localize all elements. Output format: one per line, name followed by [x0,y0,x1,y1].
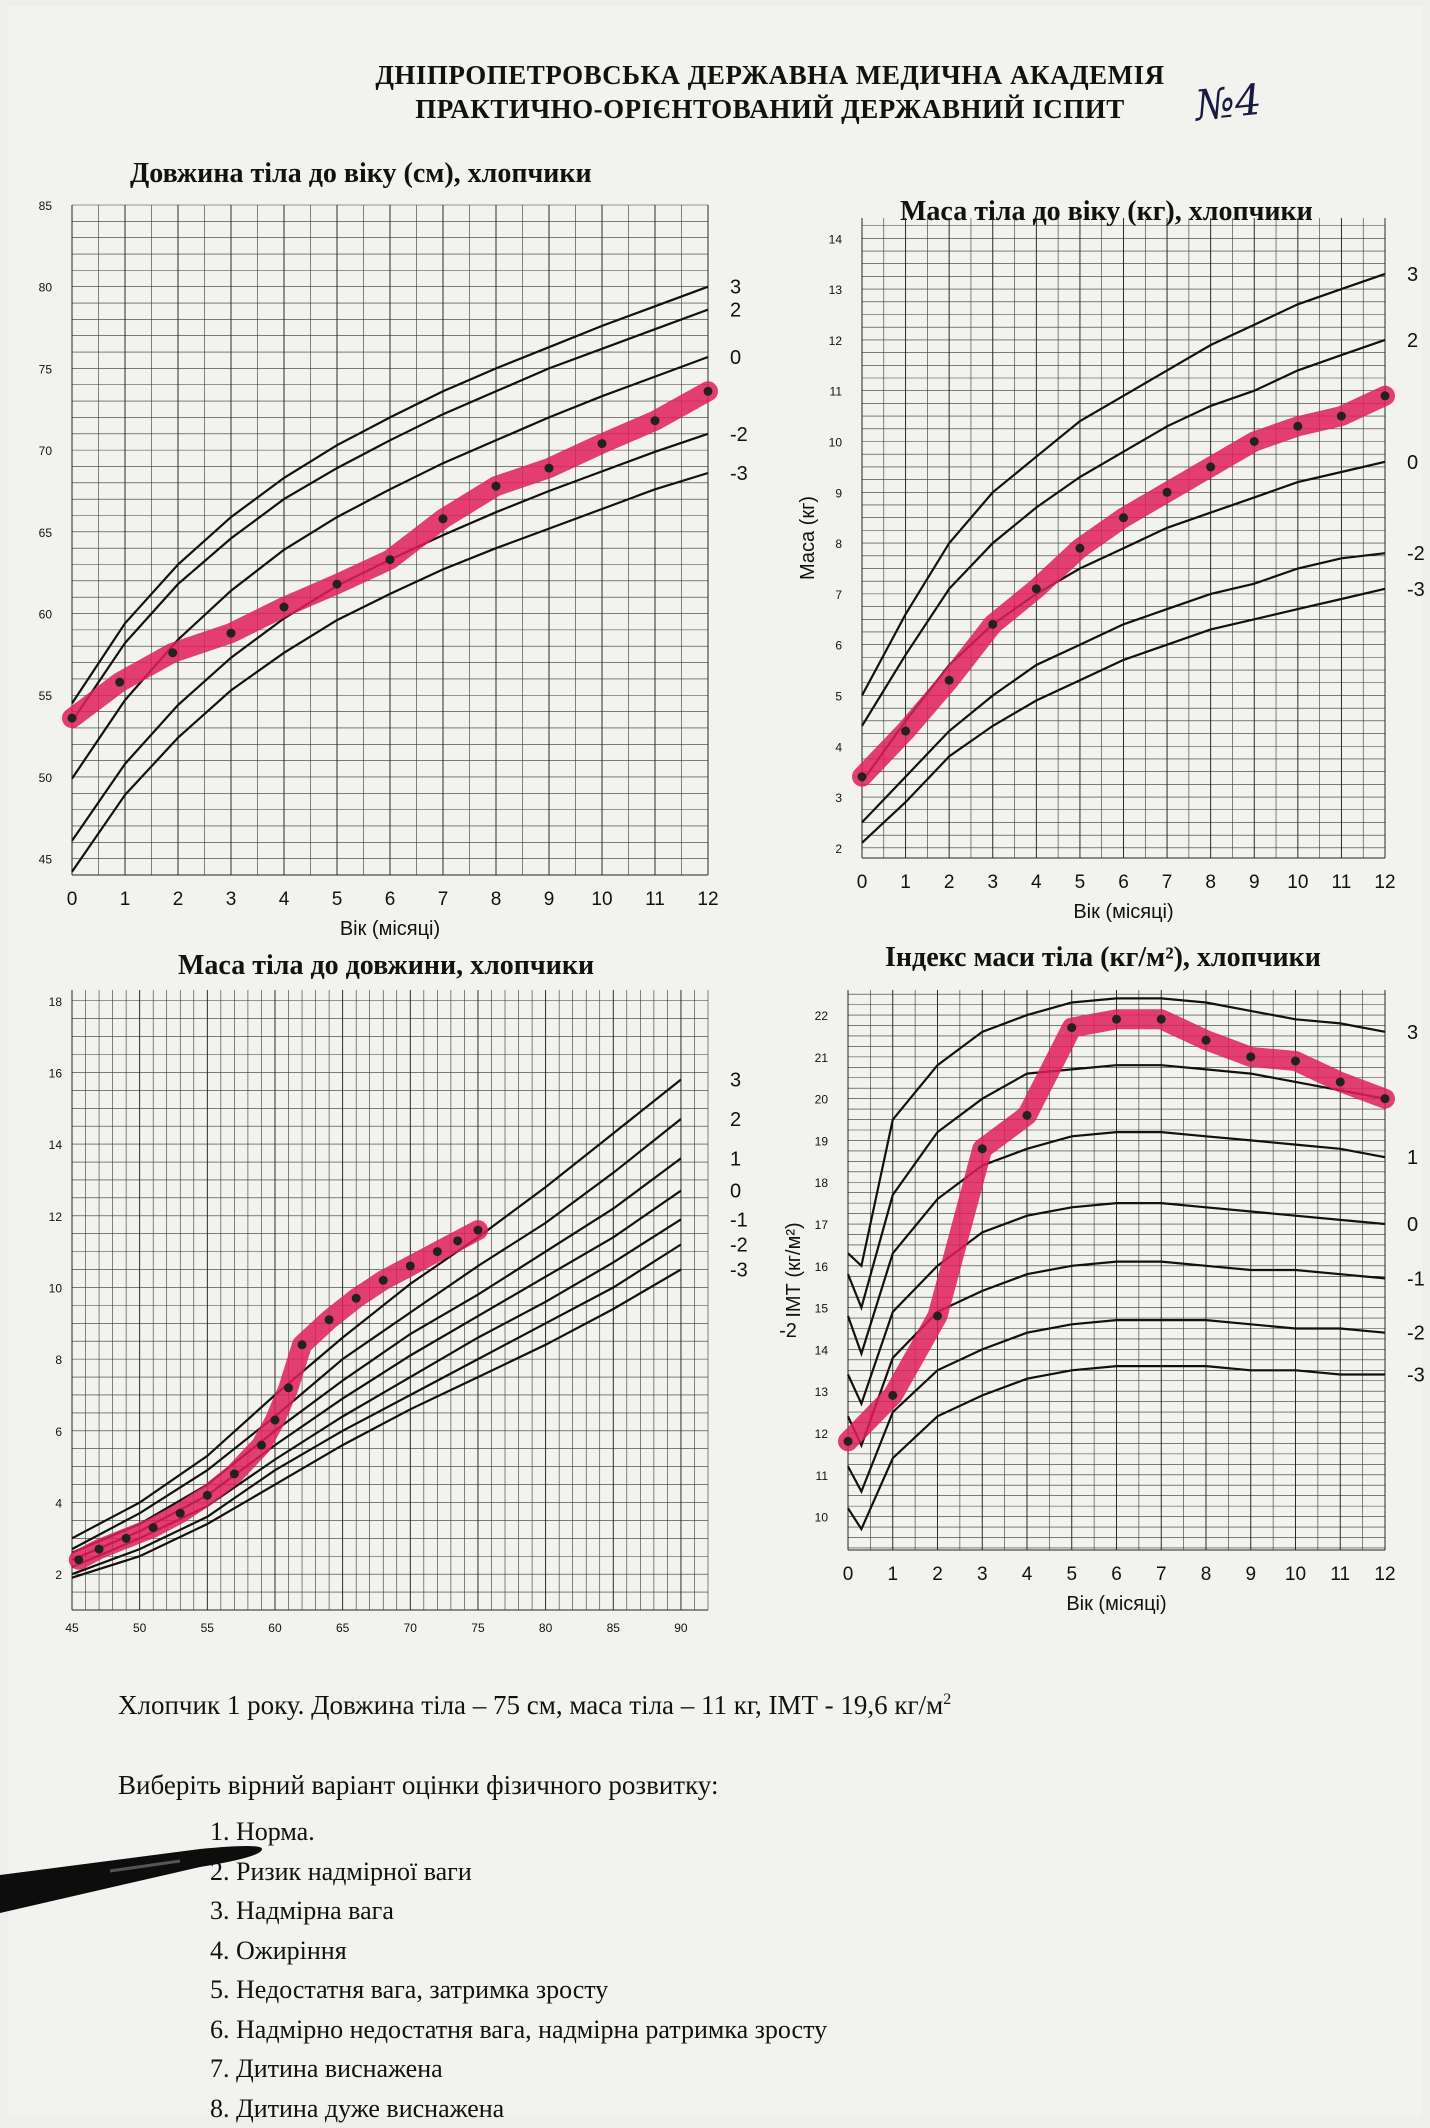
case-unit-superscript: 2 [943,1691,951,1708]
answer-option[interactable]: 8. Дитина дуже виснажена [210,2089,827,2128]
measurement-point [1202,1036,1211,1045]
y-tick-label: 15 [815,1302,829,1316]
x-tick-label: 8 [1201,1564,1212,1585]
answer-option[interactable]: 1. Норма. [210,1812,827,1852]
y-tick-label: 18 [815,1176,829,1190]
y-tick-label: 14 [815,1343,829,1357]
y-tick-label: 21 [815,1051,829,1065]
x-tick-label: 1 [887,1564,898,1585]
y-tick-label: 17 [815,1218,829,1232]
measurement-point [1291,1057,1300,1066]
z-score-label: -3 [1407,1364,1425,1386]
z-score-label: -2 [1407,1323,1425,1345]
x-tick-label: 10 [1285,1564,1306,1585]
y-tick-label: 13 [815,1385,829,1399]
measurement-point [1336,1077,1345,1086]
y-axis-title: ІМТ (кг/м²) [783,1222,805,1317]
y-tick-label: 10 [815,1511,829,1525]
x-tick-label: 11 [1330,1564,1350,1585]
measurement-point [1381,1094,1390,1103]
measurement-point [1112,1015,1121,1024]
y-tick-label: 11 [816,1469,829,1483]
measurement-point [1023,1111,1032,1120]
measurement-point [978,1144,987,1153]
measurement-point [933,1311,942,1320]
x-tick-label: 5 [1066,1564,1077,1585]
answer-option[interactable]: 5. Недостатня вага, затримка зросту [210,1970,827,2010]
case-description: Хлопчик 1 року. Довжина тіла – 75 см, ма… [118,1690,951,1721]
y-tick-label: 12 [815,1427,829,1441]
measurement-point [844,1437,853,1446]
answer-option[interactable]: 3. Надмірна вага [210,1891,827,1931]
x-tick-label: 2 [932,1564,943,1585]
pen-icon [0,1835,270,1915]
x-tick-label: 3 [977,1564,988,1585]
z-score-label: 0 [1407,1214,1418,1236]
y-tick-label: 16 [815,1260,829,1274]
question-prompt: Виберіть вірний варіант оцінки фізичного… [118,1770,718,1801]
measurement-point [888,1391,897,1400]
y-tick-label: 20 [815,1093,829,1107]
measurement-point [1246,1052,1255,1061]
answer-option[interactable]: 7. Дитина виснажена [210,2049,827,2089]
x-tick-label: 7 [1156,1564,1167,1585]
answer-option[interactable]: 6. Надмірно недостатня вага, надмірна ра… [210,2010,827,2050]
answer-option[interactable]: 2. Ризик надмірної ваги [210,1852,827,1892]
case-text: Хлопчик 1 року. Довжина тіла – 75 см, ма… [118,1690,943,1720]
x-tick-label: 6 [1111,1564,1122,1585]
x-tick-label: 4 [1022,1564,1033,1585]
measurement-point [1157,1015,1166,1024]
answer-option[interactable]: 4. Ожиріння [210,1931,827,1971]
x-axis-title: Вік (місяці) [1066,1593,1166,1615]
y-tick-label: 22 [815,1009,829,1023]
measurement-point [1067,1023,1076,1032]
z-score-label: 1 [1407,1147,1418,1169]
side-mark: -2 [779,1320,797,1342]
x-tick-label: 9 [1245,1564,1256,1585]
z-score-label: 3 [1407,1022,1418,1044]
z-score-label: -1 [1407,1268,1425,1290]
x-tick-label: 0 [843,1564,854,1585]
y-tick-label: 19 [815,1134,829,1148]
x-tick-label: 12 [1374,1564,1395,1585]
